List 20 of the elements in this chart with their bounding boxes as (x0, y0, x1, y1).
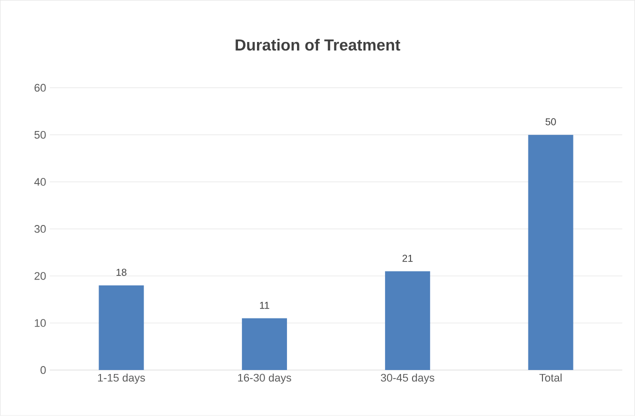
x-tick-label: 16-30 days (238, 374, 292, 384)
y-tick-label: 10 (34, 319, 46, 327)
y-tick-label: 0 (40, 366, 46, 374)
data-label: 11 (260, 302, 270, 309)
data-label: 18 (116, 268, 126, 276)
x-tick-label: 30-45 days (380, 374, 434, 384)
data-label: 50 (546, 118, 556, 126)
bar (385, 271, 430, 370)
y-tick-label: 50 (34, 131, 46, 139)
y-tick-label: 20 (34, 272, 46, 280)
data-label: 21 (402, 254, 413, 262)
bar (528, 134, 574, 370)
y-tick-label: 60 (34, 84, 46, 92)
y-tick-label: 40 (34, 178, 46, 186)
bar (98, 285, 144, 370)
y-tick-label: 30 (34, 225, 46, 233)
bar (242, 318, 287, 370)
chart-title: Duration of Treatment (236, 38, 400, 51)
x-tick-label: 1-15 days (98, 374, 145, 384)
x-tick-label: Total (539, 374, 562, 382)
